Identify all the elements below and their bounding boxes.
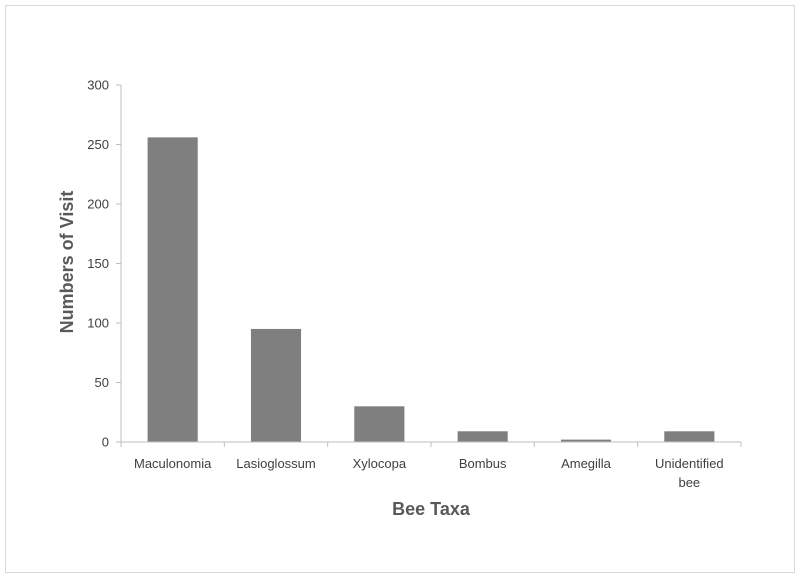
x-tick-label: Bombus — [459, 456, 507, 471]
x-tick-label: Lasioglossum — [236, 456, 316, 471]
x-tick-label: Xylocopa — [353, 456, 407, 471]
bars — [147, 137, 715, 443]
x-tick-label: Unidentified — [655, 456, 724, 471]
x-axis-title: Bee Taxa — [392, 499, 471, 519]
y-tick-label: 200 — [87, 197, 109, 212]
bar-lasioglossum — [250, 328, 302, 442]
y-tick-label: 300 — [87, 78, 109, 93]
bar-amegilla — [560, 439, 612, 442]
bar-maculonomia — [147, 137, 198, 443]
bar-xylocopa — [354, 406, 405, 442]
y-tick-label: 0 — [102, 435, 109, 450]
chart-frame — [5, 5, 795, 573]
x-tick-label: Maculonomia — [134, 456, 212, 471]
y-tick-label: 100 — [87, 316, 109, 331]
y-tick-label: 150 — [87, 256, 109, 271]
x-tick-label: bee — [678, 475, 700, 490]
bar-unidentified-bee — [664, 431, 715, 442]
y-axis-ticks: 0 50 100 150 200 250 300 — [87, 78, 121, 450]
x-axis-ticks: Maculonomia Lasioglossum Xylocopa Bombus Ame… — [120, 442, 742, 490]
x-tick-label: Amegilla — [561, 456, 612, 471]
bar-bombus — [457, 431, 508, 442]
y-axis-title: Numbers of Visit — [57, 191, 77, 334]
y-tick-label: 50 — [95, 375, 109, 390]
y-tick-label: 250 — [87, 137, 109, 152]
